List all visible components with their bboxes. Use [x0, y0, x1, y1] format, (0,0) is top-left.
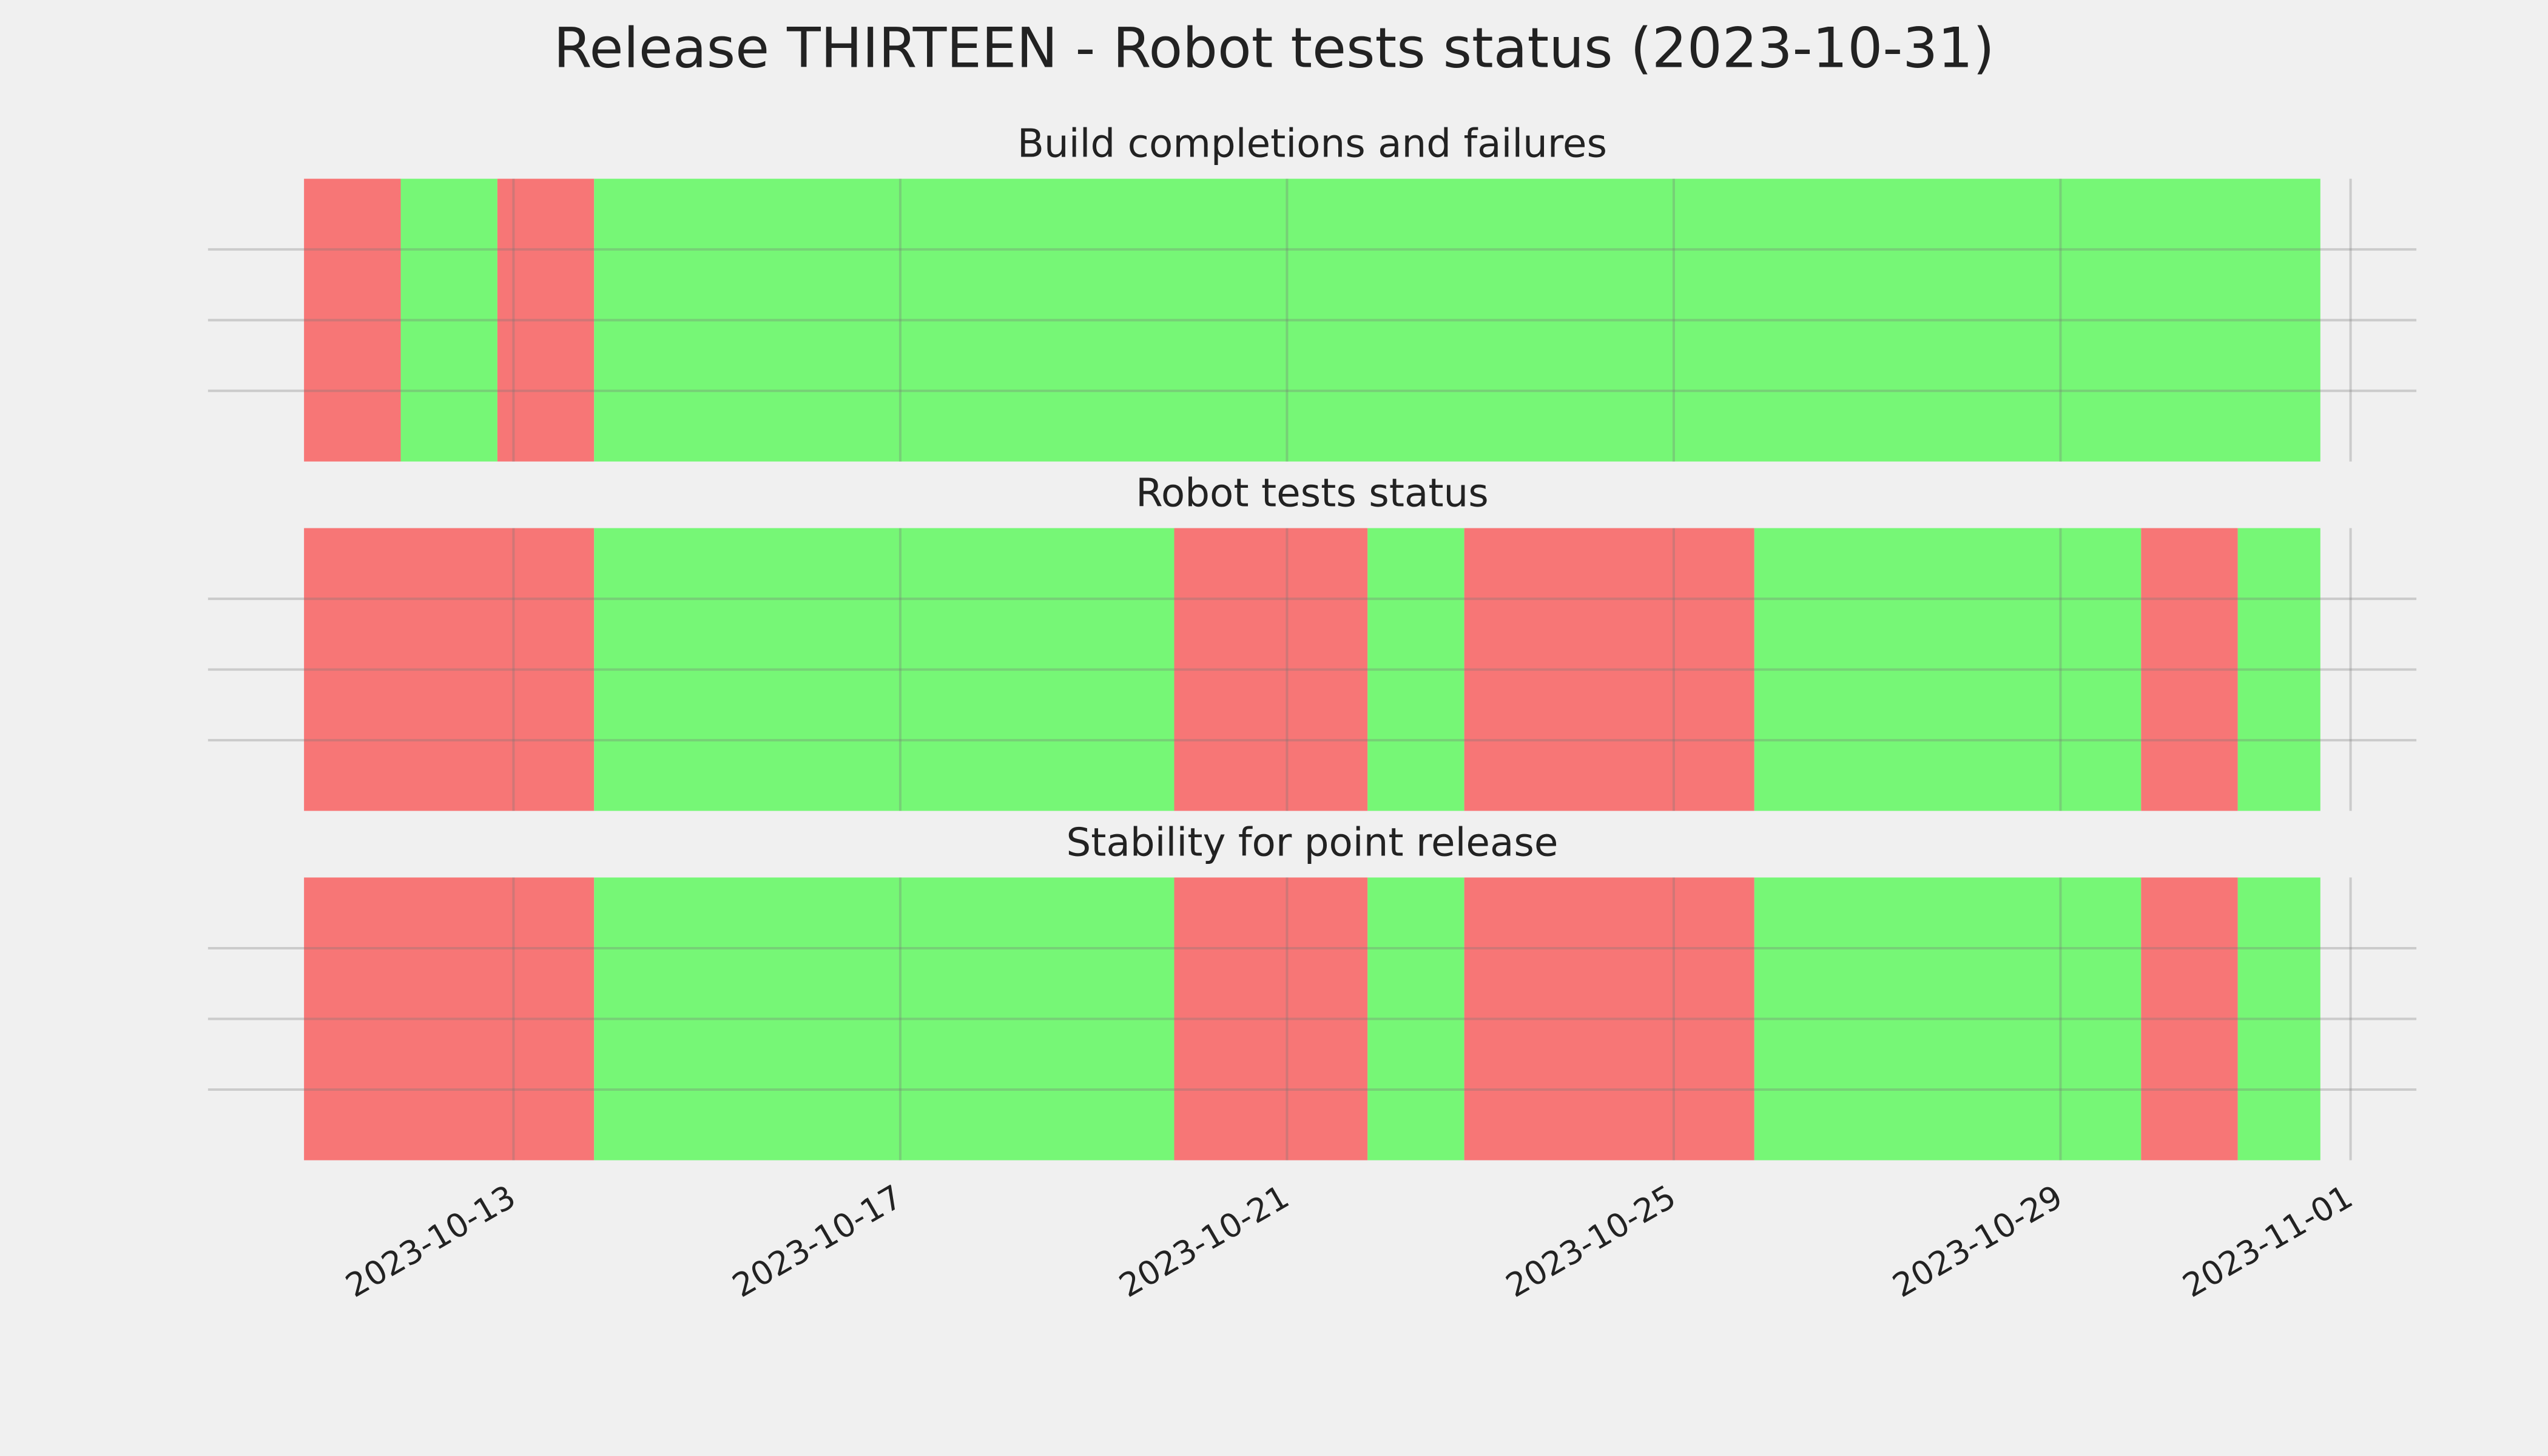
status-span: [1174, 877, 1368, 1161]
status-span: [1464, 528, 1754, 811]
status-span: [497, 178, 595, 462]
status-span: [1174, 528, 1368, 811]
status-span: [594, 178, 2320, 462]
status-span: [1464, 877, 1754, 1161]
status-span: [2141, 877, 2238, 1161]
subplot-title: Robot tests status: [1136, 471, 1489, 516]
subplot-title: Stability for point release: [1067, 820, 1559, 865]
status-span: [594, 877, 1175, 1161]
status-span: [1754, 877, 2142, 1161]
status-span: [304, 877, 595, 1161]
status-span: [400, 178, 497, 462]
status-span: [1367, 877, 1464, 1161]
status-span: [1367, 528, 1464, 811]
status-span: [594, 528, 1175, 811]
subplot-title: Build completions and failures: [1017, 121, 1607, 167]
status-span: [2237, 528, 2320, 811]
status-span: [1754, 528, 2142, 811]
status-span: [304, 528, 595, 811]
chart-title: Release THIRTEEN - Robot tests status (2…: [553, 16, 1994, 81]
status-span: [304, 178, 401, 462]
status-span: [2141, 528, 2238, 811]
status-span: [2237, 877, 2320, 1161]
